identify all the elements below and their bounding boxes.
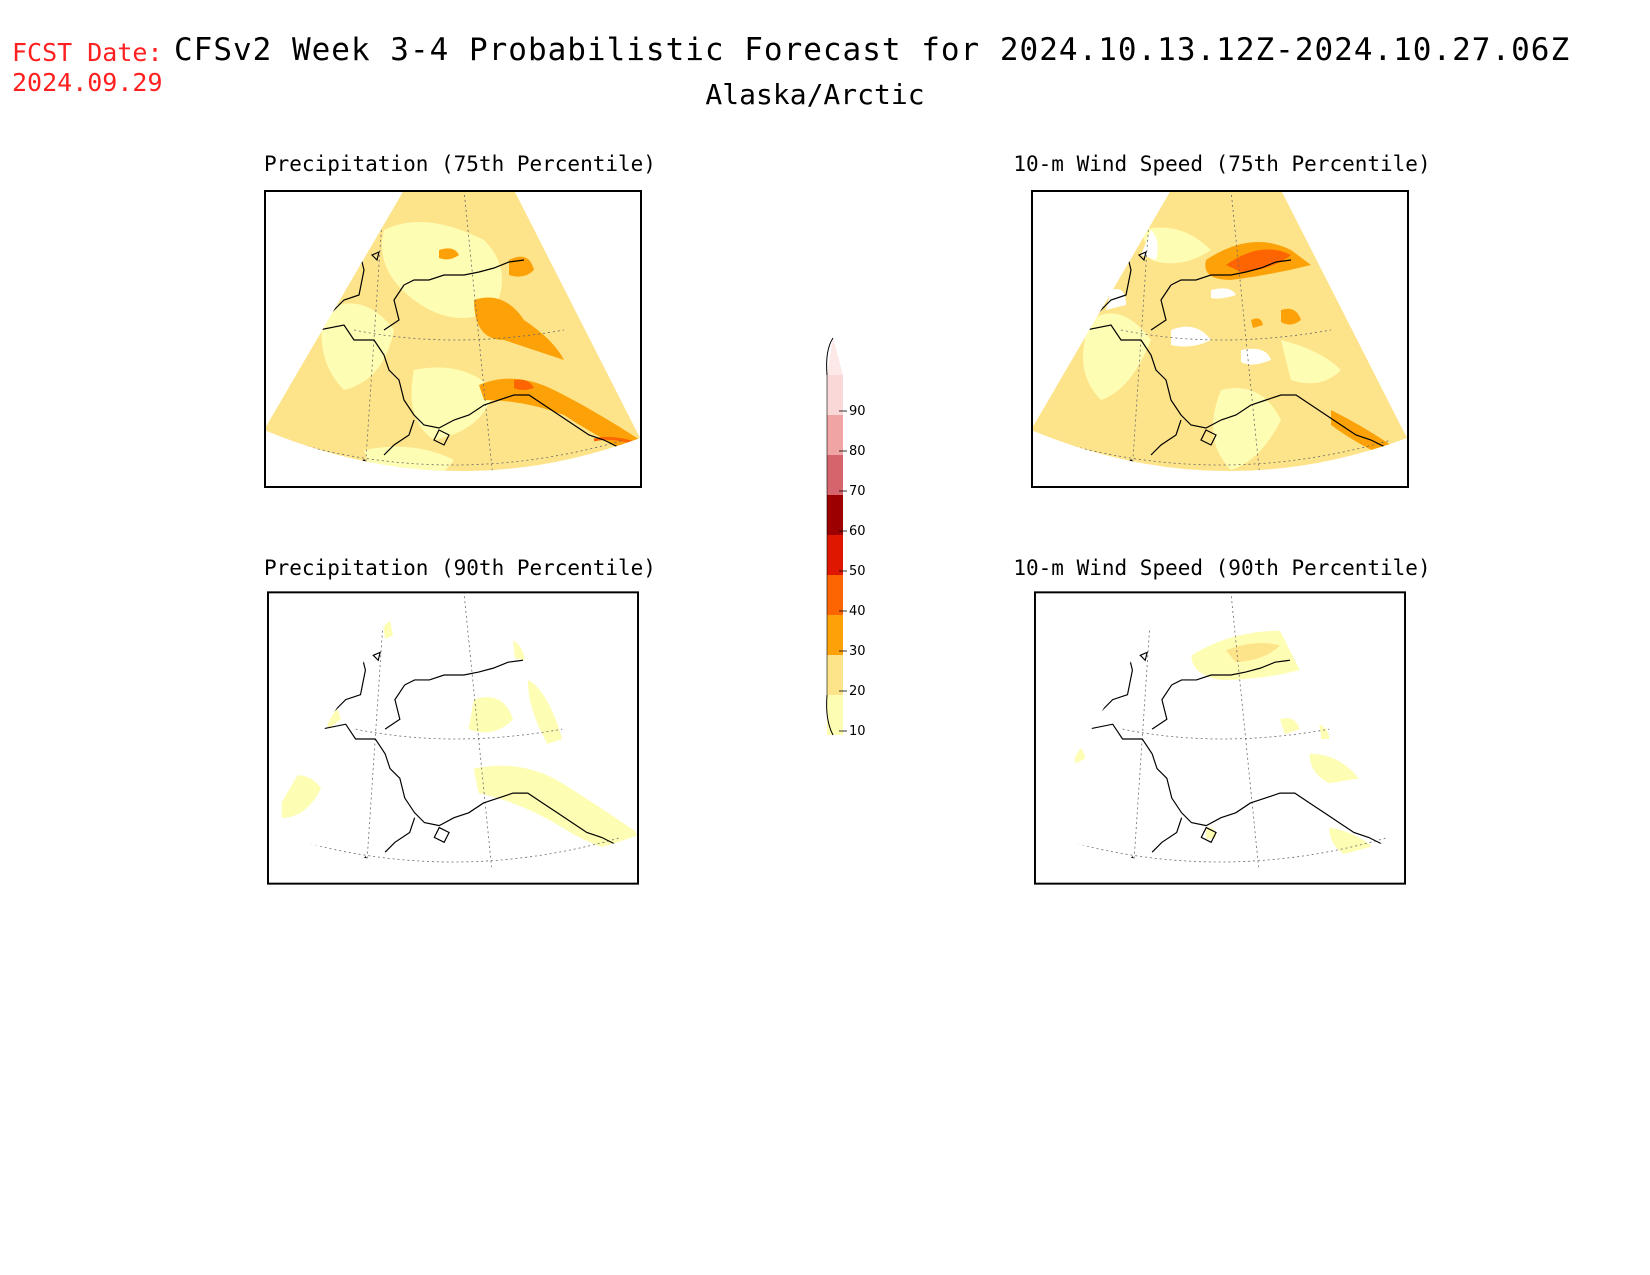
map-precip-75 bbox=[264, 190, 642, 488]
colorbar-segment bbox=[827, 655, 843, 695]
colorbar-label: 30 bbox=[849, 644, 866, 659]
panel-title-wind-90: 10-m Wind Speed (90th Percentile) bbox=[1013, 556, 1431, 580]
colorbar-segment bbox=[827, 455, 843, 495]
colorbar-segment bbox=[827, 535, 843, 575]
panel-title-precip-90: Precipitation (90th Percentile) bbox=[264, 556, 656, 580]
forecast-date-label: FCST Date: bbox=[12, 38, 163, 67]
map-wind-90 bbox=[1034, 591, 1406, 885]
colorbar-label: 40 bbox=[849, 604, 866, 619]
map-precip-90 bbox=[267, 591, 639, 885]
forecast-date-value: 2024.09.29 bbox=[12, 68, 163, 97]
colorbar-segment bbox=[827, 375, 843, 415]
colorbar-label: 70 bbox=[849, 484, 866, 499]
colorbar-segment bbox=[827, 615, 843, 655]
colorbar-label: 80 bbox=[849, 444, 866, 459]
colorbar-label: 20 bbox=[849, 684, 866, 699]
region-subtitle: Alaska/Arctic bbox=[705, 78, 925, 111]
colorbar-top-cap bbox=[827, 338, 843, 375]
colorbar-segment bbox=[827, 575, 843, 615]
map-wind-75 bbox=[1031, 190, 1409, 488]
colorbar-label: 10 bbox=[849, 724, 866, 739]
colorbar-label: 90 bbox=[849, 404, 866, 419]
colorbar-segment bbox=[827, 695, 843, 735]
colorbar-label: 50 bbox=[849, 564, 866, 579]
colorbar-label: 60 bbox=[849, 524, 866, 539]
panel-title-precip-75: Precipitation (75th Percentile) bbox=[264, 152, 656, 176]
colorbar: 10 20 30 40 50 60 70 80 90 bbox=[826, 337, 866, 739]
panel-title-wind-75: 10-m Wind Speed (75th Percentile) bbox=[1013, 152, 1431, 176]
colorbar-segment bbox=[827, 415, 843, 455]
page-title: CFSv2 Week 3-4 Probabilistic Forecast fo… bbox=[174, 32, 1571, 68]
colorbar-segment bbox=[827, 495, 843, 535]
